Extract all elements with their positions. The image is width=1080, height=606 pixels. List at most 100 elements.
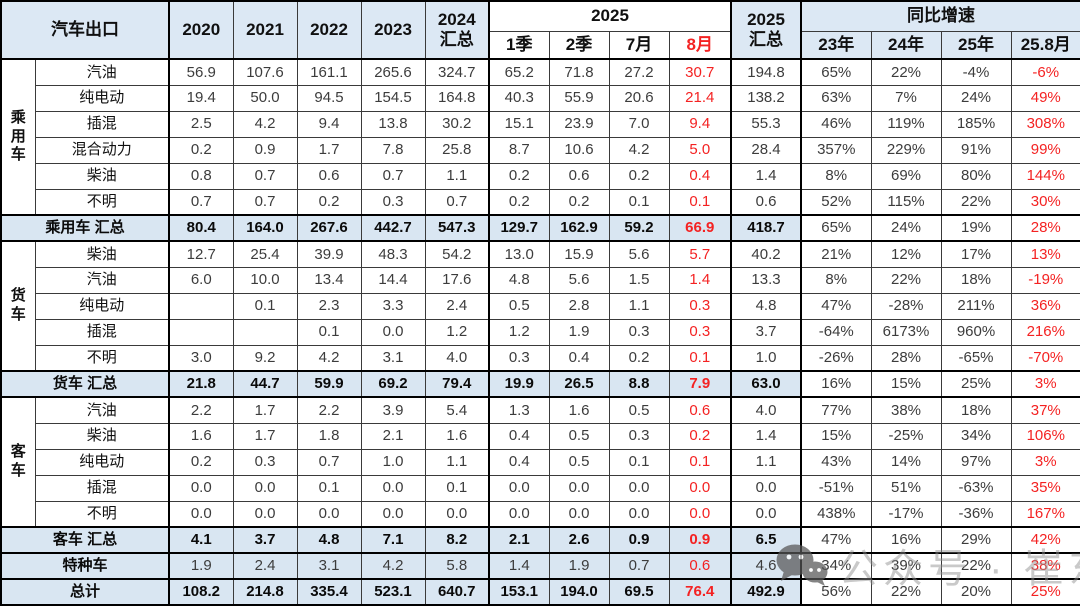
pct-cell: 22% xyxy=(940,188,1012,216)
value-cell: 48.3 xyxy=(360,240,426,268)
header-2025-group: 2025 xyxy=(487,0,732,32)
summary-label: 特种车 xyxy=(0,552,170,580)
value-cell: 2.6 xyxy=(548,526,610,554)
value-cell: 50.0 xyxy=(232,84,298,112)
table-row: 纯电动 19.4 50.0 94.5 154.5 164.8 40.3 55.9 20.6 21.… xyxy=(1,84,1080,112)
value-cell: 4.8 xyxy=(730,292,802,320)
value-cell: 0.0 xyxy=(608,474,670,502)
value-cell: 40.3 xyxy=(488,84,550,112)
summary-row: 乘用车 汇总 80.4 164.0 267.6 442.7 547.3 129.7 162.9… xyxy=(0,214,1080,242)
pct-cell: 91% xyxy=(940,136,1012,164)
value-cell: 4.2 xyxy=(360,552,426,580)
pct-cell: -63% xyxy=(940,474,1012,502)
value-cell: 0.6 xyxy=(296,162,362,190)
value-cell: 0.0 xyxy=(360,500,426,528)
pct-cell: 56% xyxy=(800,578,872,606)
value-cell: 1.0 xyxy=(360,448,426,476)
value-cell: 40.2 xyxy=(730,240,802,268)
value-cell: 0.2 xyxy=(608,162,670,190)
subheader-2025-1: 1季 xyxy=(488,30,550,60)
value-cell: 0.0 xyxy=(488,500,550,528)
subheader-yoy-4: 25.8月 xyxy=(1010,30,1080,60)
fuel-label: 不明 xyxy=(34,344,170,372)
value-cell: 13.8 xyxy=(360,110,426,138)
value-cell: 194.0 xyxy=(548,578,610,606)
table-row: 货 车柴油 12.7 25.4 39.9 48.3 54.2 13.0 15.9 5.6 5.7 4… xyxy=(0,240,1080,372)
year-header: 2020 xyxy=(168,0,234,60)
summary-row: 客车 汇总 4.1 3.7 4.8 7.1 8.2 2.1 2.6 0.9 0.9 6.5 47% 16… xyxy=(0,526,1080,554)
value-cell: 28.4 xyxy=(730,136,802,164)
value-cell: 194.8 xyxy=(730,58,802,86)
value-cell: 547.3 xyxy=(424,214,490,242)
value-cell: 0.2 xyxy=(488,188,550,216)
value-cell: 30.2 xyxy=(424,110,490,138)
value-cell: 1.1 xyxy=(424,162,490,190)
value-cell: 0.2 xyxy=(668,422,732,450)
value-cell xyxy=(168,318,234,346)
value-cell: 1.7 xyxy=(232,396,298,424)
table-row: 不明 3.0 9.2 4.2 3.1 4.0 0.3 0.4 0.2 0.1 1.0 -26% 28% -… xyxy=(1,344,1080,372)
pct-cell: 52% xyxy=(800,188,872,216)
value-cell: 0.9 xyxy=(232,136,298,164)
fuel-label: 插混 xyxy=(34,110,170,138)
value-cell: 79.4 xyxy=(424,370,490,398)
value-cell: 107.6 xyxy=(232,58,298,86)
table-body: 乘 用 车汽油 56.9 107.6 161.1 265.6 324.7 65.2 71.8 2… xyxy=(0,58,1080,606)
value-cell: 0.0 xyxy=(360,318,426,346)
pct-cell: 15% xyxy=(800,422,872,450)
pct-cell: -4% xyxy=(940,58,1012,86)
value-cell: 154.5 xyxy=(360,84,426,112)
value-cell: 214.8 xyxy=(232,578,298,606)
value-cell: 0.4 xyxy=(488,448,550,476)
value-cell: 27.2 xyxy=(608,58,670,86)
value-cell: 265.6 xyxy=(360,58,426,86)
summary-label: 货车 汇总 xyxy=(0,370,170,398)
pct-cell: 216% xyxy=(1010,318,1080,346)
table-row: 插混 0.0 0.0 0.1 0.0 0.1 0.0 0.0 0.0 0.0 0.0 -51% 51% -… xyxy=(1,474,1080,502)
pct-cell: 22% xyxy=(940,552,1012,580)
value-cell: 2.4 xyxy=(232,552,298,580)
value-cell: 418.7 xyxy=(730,214,802,242)
subheader-yoy-2: 24年 xyxy=(870,30,942,60)
fuel-label: 插混 xyxy=(34,318,170,346)
value-cell: 3.0 xyxy=(168,344,234,372)
value-cell: 0.0 xyxy=(730,500,802,528)
value-cell: 267.6 xyxy=(296,214,362,242)
value-cell: 2.8 xyxy=(548,292,610,320)
table-row: 柴油 0.8 0.7 0.6 0.7 1.1 0.2 0.6 0.2 0.4 1.4 8% 69% 80%… xyxy=(1,162,1080,190)
table-header: 汽车出口 2020 2021 2022 2023 2024 汇总 2025 2025 汇总 同比… xyxy=(0,0,1080,60)
value-cell: 13.4 xyxy=(296,266,362,294)
value-cell: 9.2 xyxy=(232,344,298,372)
year-header: 2021 xyxy=(232,0,298,60)
value-cell: 1.6 xyxy=(548,396,610,424)
header-yoy-group: 同比增速 xyxy=(800,0,1080,32)
pct-cell: 25% xyxy=(1010,578,1080,606)
value-cell: 2.4 xyxy=(424,292,490,320)
value-cell: 0.9 xyxy=(608,526,670,554)
value-cell: 9.4 xyxy=(296,110,362,138)
value-cell: 0.7 xyxy=(424,188,490,216)
value-cell: 54.2 xyxy=(424,240,490,268)
value-cell: 129.7 xyxy=(488,214,550,242)
pct-cell: 42% xyxy=(1010,526,1080,554)
value-cell: 153.1 xyxy=(488,578,550,606)
value-cell: 3.3 xyxy=(360,292,426,320)
value-cell: 162.9 xyxy=(548,214,610,242)
pct-cell: 22% xyxy=(870,58,942,86)
value-cell: 13.3 xyxy=(730,266,802,294)
subheader-yoy-3: 25年 xyxy=(940,30,1012,60)
value-cell: 25.8 xyxy=(424,136,490,164)
fuel-label: 汽油 xyxy=(34,266,170,294)
fuel-label: 柴油 xyxy=(34,240,170,268)
group-label: 乘 用 车 xyxy=(0,58,36,216)
value-cell: 1.4 xyxy=(488,552,550,580)
pct-cell: 16% xyxy=(800,370,872,398)
subheader-2025-3: 7月 xyxy=(608,30,670,60)
table-row: 插混 2.5 4.2 9.4 13.8 30.2 15.1 23.9 7.0 9.4 55.3 46%… xyxy=(1,110,1080,138)
table-row: 柴油 1.6 1.7 1.8 2.1 1.6 0.4 0.5 0.3 0.2 1.4 15% -25% 3… xyxy=(1,422,1080,450)
value-cell: 44.7 xyxy=(232,370,298,398)
value-cell: 0.2 xyxy=(296,188,362,216)
value-cell: 0.0 xyxy=(668,474,732,502)
group-label: 货 车 xyxy=(0,240,36,372)
pct-cell: 14% xyxy=(870,448,942,476)
